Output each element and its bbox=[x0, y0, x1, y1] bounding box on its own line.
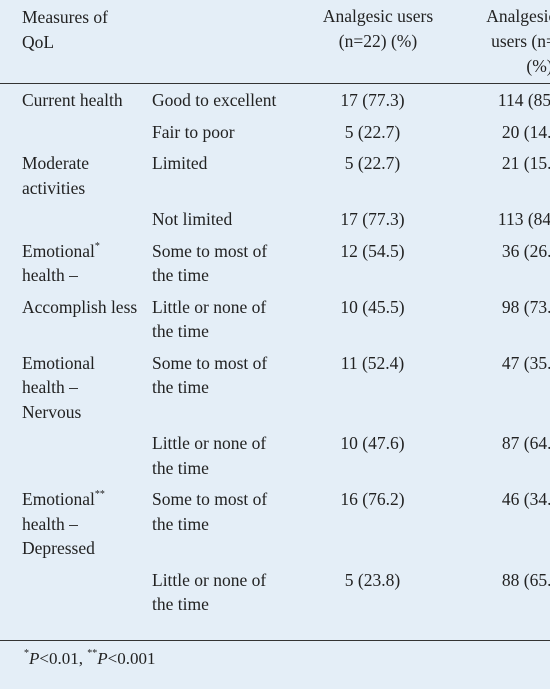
footnote: *P<0.01, **P<0.001 bbox=[0, 640, 550, 669]
table: Measures of QoL Analgesic users (n=22) (… bbox=[0, 0, 550, 620]
table-row: Emotional** health – Depressed Some to mo… bbox=[0, 483, 550, 564]
sub-cell: Little or none of the time bbox=[152, 433, 267, 478]
header-cell: Measures of QoL bbox=[0, 0, 146, 84]
measure-cell bbox=[0, 203, 146, 235]
users-cell: 16 (76.2) bbox=[340, 489, 405, 509]
nonusers-cell: 46 (34.3) bbox=[501, 489, 550, 509]
sub-cell: Not limited bbox=[152, 209, 233, 229]
sub-cell: Some to most of the time bbox=[152, 240, 268, 286]
footnote-text: <0.01, bbox=[39, 649, 88, 668]
measure-cell bbox=[0, 116, 146, 148]
table-row: Current health Good to excellent 17 (77.3)… bbox=[0, 84, 550, 116]
footnote-p: P bbox=[29, 649, 40, 668]
measure: Moderate activities bbox=[22, 153, 90, 198]
nonusers-cell: 47 (35.1) bbox=[501, 352, 550, 373]
users-cell: 11 (52.4) bbox=[340, 352, 405, 373]
footnote-mark: ** bbox=[87, 648, 98, 659]
table-body: Current health Good to excellent 17 (77.3)… bbox=[0, 84, 550, 620]
nonusers-cell: 20 (14.9) bbox=[501, 121, 550, 142]
measure-sup: * bbox=[94, 240, 100, 252]
users-cell: 12 (54.5) bbox=[340, 240, 405, 261]
table-row: Fair to poor 5 (22.7) 20 (14.9) bbox=[0, 116, 550, 148]
table-row: Emotional health – Nervous Some to most o… bbox=[0, 347, 550, 428]
table-row: Little or none of the time 5 (23.8) 88 (65… bbox=[0, 564, 550, 620]
measure-rest: health – Depressed bbox=[22, 513, 95, 559]
users-cell: 10 (45.5) bbox=[340, 296, 405, 317]
users-cell: 17 (77.3) bbox=[340, 209, 405, 229]
users-cell: 5 (22.7) bbox=[344, 153, 401, 173]
table-row: Not limited 17 (77.3) 113 (84.3) bbox=[0, 203, 550, 235]
users-cell: 5 (22.7) bbox=[344, 121, 401, 142]
measure-rest: health – bbox=[22, 265, 78, 285]
footnote-mark: * bbox=[24, 648, 29, 659]
nonusers-cell: 98 (73.1) bbox=[501, 296, 550, 317]
nonusers-cell: 88 (65.7) bbox=[501, 569, 550, 590]
header-row: Measures of QoL Analgesic users (n=22) (… bbox=[0, 0, 550, 84]
table-row: Little or none of the time 10 (47.6) 87 (6… bbox=[0, 427, 550, 483]
measure-sup: ** bbox=[94, 489, 105, 500]
header-cell: Analgesic non-users (n=134) (%) bbox=[452, 0, 550, 84]
nonusers-cell: 87 (64.9) bbox=[501, 433, 550, 453]
measure-cell: Emotional** health – Depressed bbox=[0, 483, 146, 564]
sub-cell: Fair to poor bbox=[152, 121, 235, 142]
measure-cell: Emotional health – Nervous bbox=[0, 347, 146, 428]
sub-cell: Some to most of the time bbox=[152, 489, 268, 534]
measure: Accomplish less bbox=[22, 296, 138, 317]
header-cell bbox=[146, 0, 293, 84]
users-cell: 5 (23.8) bbox=[344, 569, 401, 590]
nonusers-cell: 114 (85.1) bbox=[497, 90, 550, 110]
header-cell: Analgesic users (n=22) (%) bbox=[293, 0, 452, 84]
sub-cell: Little or none of the time bbox=[152, 569, 267, 615]
measure: Emotional health – Nervous bbox=[22, 352, 95, 422]
measure-cell bbox=[0, 427, 146, 483]
nonusers-cell: 21 (15.7) bbox=[501, 153, 550, 173]
sub-cell: Some to most of the time bbox=[152, 352, 268, 398]
sub-cell: Good to excellent bbox=[152, 90, 277, 110]
measure: Emotional bbox=[22, 489, 95, 509]
footnote-p: P bbox=[97, 649, 108, 668]
users-cell: 17 (77.3) bbox=[340, 90, 405, 110]
measure: Emotional bbox=[22, 240, 95, 261]
users-cell: 10 (47.6) bbox=[340, 433, 405, 453]
measure-cell: Accomplish less bbox=[0, 291, 146, 347]
table-row: Moderate activities Limited 5 (22.7) 21 (15… bbox=[0, 147, 550, 203]
measure-cell: Moderate activities bbox=[0, 147, 146, 203]
measure-cell: Emotional* health – bbox=[0, 235, 146, 291]
measure-cell bbox=[0, 564, 146, 620]
nonusers-cell: 36 (26.9) bbox=[501, 240, 550, 261]
table-row: Emotional* health – Some to most of the t… bbox=[0, 235, 550, 291]
sub-cell: Limited bbox=[152, 153, 208, 173]
sub-cell: Little or none of the time bbox=[152, 296, 267, 342]
nonusers-cell: 113 (84.3) bbox=[497, 209, 550, 229]
table-row: Accomplish less Little or none of the tim… bbox=[0, 291, 550, 347]
measure: Current health bbox=[22, 90, 123, 110]
footnote-text: <0.001 bbox=[107, 649, 156, 668]
measure-cell: Current health bbox=[0, 84, 146, 116]
